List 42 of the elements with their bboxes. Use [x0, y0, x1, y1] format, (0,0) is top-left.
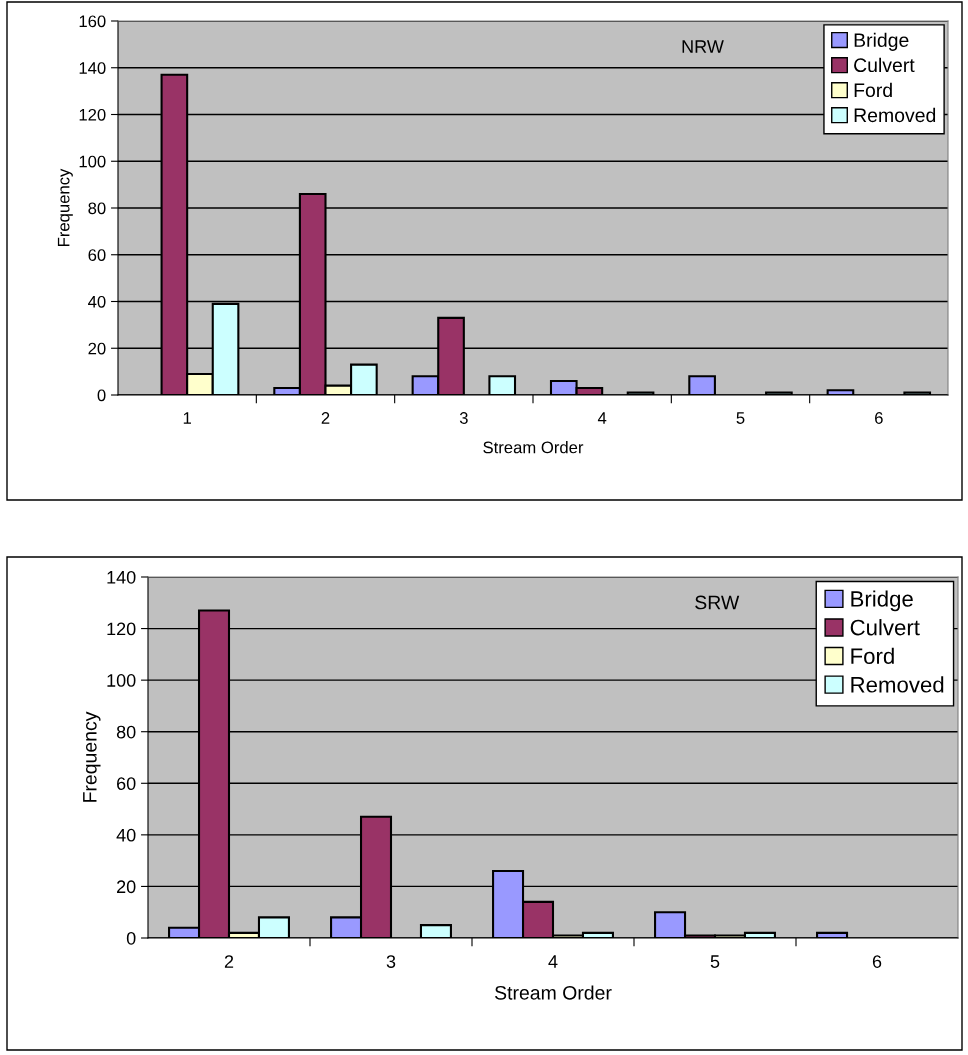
legend-label: Bridge [851, 590, 913, 612]
x-tick-label: 2 [321, 412, 330, 424]
y-tick-label: 0 [126, 931, 136, 945]
x-tick-label: 3 [459, 412, 468, 424]
y-tick-label: 140 [107, 570, 136, 584]
y-tick-label: 80 [88, 202, 106, 215]
annotation: NRW [682, 40, 724, 53]
x-tick-label: 2 [224, 955, 234, 968]
y-tick-label: 20 [117, 880, 136, 894]
x-tick-label: 4 [548, 955, 558, 968]
legend-label: Culvert [854, 57, 915, 73]
x-tick-label: 3 [386, 955, 396, 968]
x-axis-title: Stream Order [495, 985, 612, 1000]
y-tick-label: 120 [79, 108, 106, 121]
annotation: SRW [695, 595, 740, 610]
x-tick-label: 5 [710, 955, 720, 968]
x-tick-label: 1 [183, 412, 191, 424]
x-tick-label: 6 [875, 412, 883, 424]
x-tick-label: 6 [872, 955, 882, 968]
y-tick-label: 140 [79, 62, 106, 74]
x-tick-label: 4 [597, 412, 607, 424]
legend-label: Bridge [854, 32, 909, 51]
y-tick-label: 160 [79, 15, 106, 28]
legend-label: Ford [854, 82, 892, 98]
y-tick-label: 60 [117, 777, 136, 791]
y-tick-label: 100 [107, 674, 136, 687]
x-tick-label: 5 [736, 412, 745, 424]
y-axis-title: Frequency [83, 711, 101, 802]
legend-label: Culvert [850, 619, 920, 636]
y-tick-label: 40 [88, 295, 106, 308]
y-tick-label: 80 [116, 725, 136, 739]
y-tick-label: 40 [116, 828, 136, 842]
legend-label: Ford [851, 647, 894, 664]
y-tick-label: 60 [88, 249, 106, 261]
y-tick-label: 0 [97, 389, 106, 402]
y-tick-label: 20 [88, 342, 106, 355]
y-axis-title: Frequency [57, 168, 73, 246]
y-tick-label: 120 [107, 622, 136, 636]
x-axis-title: Stream Order [483, 441, 584, 454]
legend-label: Removed [854, 107, 936, 123]
legend-label: Removed [851, 676, 944, 693]
y-tick-label: 100 [79, 155, 106, 168]
